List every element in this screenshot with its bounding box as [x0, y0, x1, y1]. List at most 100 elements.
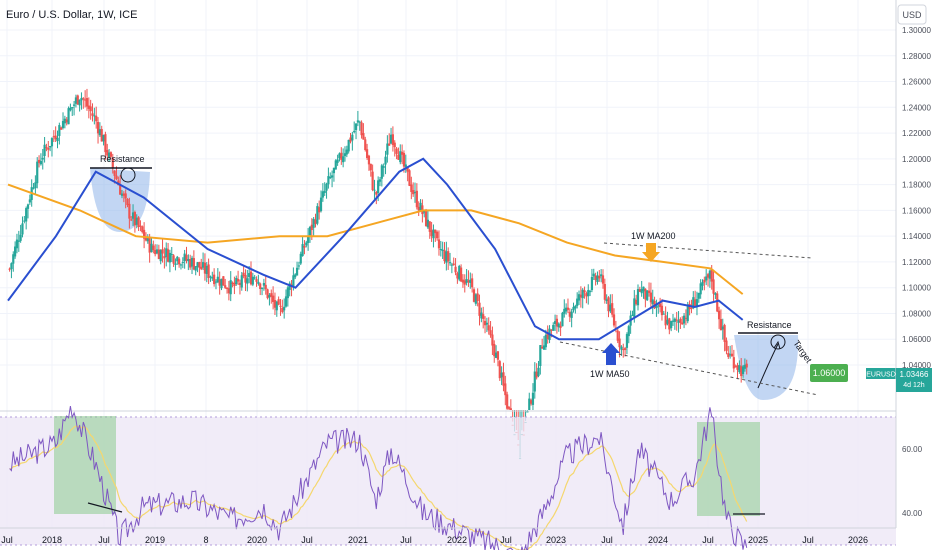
candle-body: [633, 298, 636, 318]
candle-body: [141, 226, 144, 233]
candle-body: [574, 305, 577, 309]
currency-button[interactable]: [897, 4, 927, 25]
candle-body: [318, 207, 321, 213]
candle-body: [647, 290, 651, 293]
price-tick-label: 1.30000: [902, 26, 931, 35]
candle-body: [135, 217, 138, 225]
time-tick-label: Jul: [601, 535, 613, 545]
candle-body: [498, 361, 501, 379]
candle-body: [71, 107, 74, 109]
candle-body: [406, 166, 409, 172]
candle-body: [664, 315, 667, 326]
candle-body: [587, 289, 590, 297]
candle-body: [78, 99, 81, 106]
candle-body: [128, 203, 131, 219]
candle-body: [277, 299, 280, 305]
candle-body: [354, 123, 358, 131]
rsi-pane[interactable]: [0, 406, 896, 550]
candle-body: [535, 371, 538, 378]
candle-body: [445, 251, 448, 263]
candle-body: [262, 283, 265, 286]
candle-body: [463, 280, 466, 285]
candle-body: [183, 253, 186, 262]
candle-body: [91, 113, 94, 116]
candle-body: [130, 219, 133, 221]
candle-body: [238, 282, 242, 285]
candle-body: [670, 321, 673, 329]
candle-body: [150, 243, 153, 253]
candle-body: [500, 372, 503, 378]
candle-body: [561, 312, 564, 327]
time-tick-label: Jul: [702, 535, 714, 545]
candle-body: [533, 371, 536, 392]
candle-body: [246, 278, 249, 284]
candle-body: [203, 262, 207, 274]
candle-body: [563, 308, 566, 314]
candle-body: [307, 236, 310, 243]
candle-body: [572, 306, 575, 311]
candle-body: [592, 273, 595, 277]
time-tick-label: 2019: [145, 535, 165, 545]
candle-body: [260, 287, 264, 289]
candle-body: [710, 269, 713, 282]
candle-body: [251, 276, 254, 285]
rsi-line: [9, 406, 748, 550]
candle-body: [224, 285, 227, 288]
candle-body: [310, 224, 313, 231]
candle-body: [738, 365, 741, 372]
candle-body: [196, 262, 199, 268]
candle-body: [63, 118, 66, 124]
candle-body: [594, 275, 597, 281]
price-tag-timer: 4d 12h: [903, 382, 925, 389]
time-tick-label: 2026: [848, 535, 868, 545]
symbol-tag: [866, 368, 896, 379]
candle-body: [694, 299, 697, 307]
candle-body: [673, 318, 676, 322]
candle-body: [583, 290, 586, 293]
candle-body: [622, 349, 625, 351]
candle-body: [332, 167, 336, 174]
candle-body: [342, 156, 345, 163]
candle-body: [268, 295, 271, 298]
candle-body: [34, 182, 37, 189]
candle-body: [437, 239, 441, 249]
candle-body: [98, 129, 101, 136]
resistance-label-left: Resistance: [100, 154, 145, 164]
ma50-label: 1W MA50: [590, 369, 630, 379]
candle-body: [133, 211, 136, 226]
time-tick-label: 2024: [648, 535, 668, 545]
price-tick-label: 1.08000: [902, 309, 931, 318]
candle-body: [275, 301, 278, 311]
candle-body: [21, 223, 24, 235]
candle-body: [330, 175, 334, 178]
candle-body: [144, 236, 148, 241]
candle-body: [161, 249, 164, 254]
candle-body: [635, 299, 638, 305]
ma200-label: 1W MA200: [631, 231, 676, 241]
candle-body: [297, 265, 301, 267]
price-axis[interactable]: 1.30000 1.28000 1.26000 1.24000 1.22000 1.200…: [895, 0, 932, 528]
candle-body: [146, 236, 149, 242]
chart-title: Euro / U.S. Dollar, 1W, ICE: [6, 9, 137, 21]
candle-body: [336, 159, 339, 163]
candle-body: [651, 299, 654, 305]
candle-body: [415, 190, 418, 208]
candle-body: [607, 297, 610, 312]
candle-body: [714, 293, 717, 295]
candle-body: [506, 394, 509, 409]
rsi-divergence-left: [87, 502, 123, 513]
time-axis[interactable]: Jul 2018 Jul 2019 8 2020 Jul 2021 Jul 2022 Jul 2023…: [0, 527, 896, 545]
candle-body: [205, 265, 208, 274]
candle-body: [585, 293, 588, 297]
highlight-right-cup: [734, 335, 799, 400]
candle-body: [211, 277, 214, 279]
candle-body: [257, 281, 260, 284]
candle-body: [646, 290, 649, 301]
price-tick-label: 1.20000: [902, 155, 931, 164]
candle-body: [530, 400, 533, 404]
candle-body: [596, 275, 599, 282]
target-arrowhead: [773, 340, 781, 350]
candle-body: [26, 204, 30, 209]
candle-body: [402, 152, 406, 167]
candle-body: [675, 319, 678, 321]
